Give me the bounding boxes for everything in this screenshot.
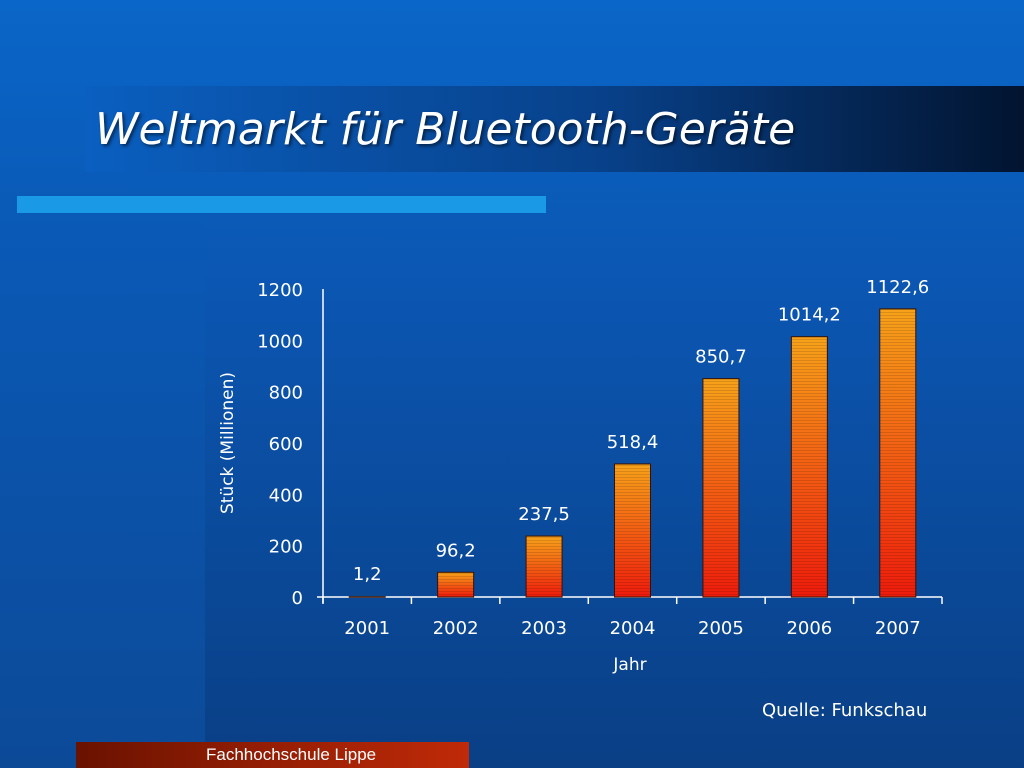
accent-bar [17,196,546,213]
source-note: Quelle: Funkschau [762,700,928,721]
x-tick-label: 2006 [786,618,832,639]
bar-texture [614,463,651,597]
footer-band [76,742,469,768]
data-label: 1122,6 [866,277,929,298]
bar-texture [526,536,563,597]
data-label: 518,4 [607,432,659,453]
x-tick-label: 2001 [344,618,390,639]
data-label: 237,5 [518,504,570,525]
x-axis-title: Jahr [612,655,646,675]
left-background-panel [0,200,205,768]
y-tick-label: 600 [269,434,303,455]
y-tick-label: 200 [269,537,303,558]
y-tick-label: 400 [269,485,303,506]
y-tick-label: 0 [292,588,303,609]
chart-bars [348,308,917,598]
x-tick-label: 2007 [875,618,921,639]
bar-texture [702,378,739,597]
data-label: 96,2 [436,540,476,561]
data-label: 1,2 [353,564,382,585]
x-tick-label: 2003 [521,618,567,639]
footer-label: Fachhochschule Lippe [206,745,377,764]
y-tick-label: 800 [269,383,303,404]
bar-texture [791,336,828,597]
bar-texture [437,572,474,597]
y-tick-label: 1000 [257,331,303,352]
y-tick-label: 1200 [257,280,303,301]
data-label: 1014,2 [778,305,841,326]
data-label: 850,7 [695,347,747,368]
y-axis-title: Stück (Millionen) [218,372,238,514]
slide-title: Weltmarkt für Bluetooth-Geräte [95,104,796,155]
x-tick-label: 2002 [433,618,479,639]
x-tick-label: 2004 [610,618,656,639]
bar-texture [879,308,916,597]
title-band [85,86,1024,172]
bar [348,596,386,598]
chart-labels: 0 200 400 600 800 1000 1200 2001 1,2 2002 96,2 2003… [218,277,929,675]
x-tick-label: 2005 [698,618,744,639]
